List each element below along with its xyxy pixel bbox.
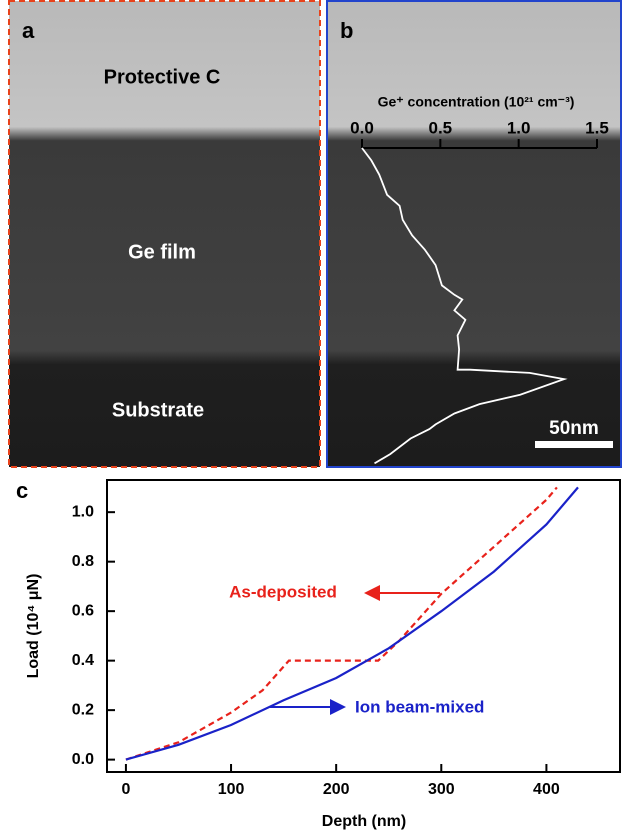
x-tick-label: 300 <box>428 781 455 798</box>
panel-label: a <box>22 18 35 43</box>
x-tick-label: 1.5 <box>585 118 609 137</box>
y-tick-label: 0.2 <box>72 701 94 718</box>
x-tick-label: 1.0 <box>507 118 531 137</box>
series-label: Ion beam-mixed <box>355 697 484 716</box>
y-tick-label: 0.8 <box>72 553 94 570</box>
data-line <box>126 487 557 759</box>
panel-label: c <box>16 478 28 503</box>
y-tick-label: 0.0 <box>72 751 94 768</box>
layer-label: Protective C <box>104 66 221 88</box>
tem-image-b <box>327 1 621 467</box>
figure: a Protective C Ge film Substrate b 50nm … <box>0 0 623 835</box>
x-tick-label: 200 <box>323 781 350 798</box>
y-tick-label: 1.0 <box>72 503 94 520</box>
x-tick-label: 400 <box>533 781 560 798</box>
x-tick-label: 100 <box>218 781 245 798</box>
axis-title: Depth (nm) <box>322 813 406 830</box>
x-tick-label: 0.0 <box>350 118 374 137</box>
axis-title: Load (10⁴ μN) <box>25 574 42 679</box>
axis-title: Ge⁺ concentration (10²¹ cm⁻³) <box>378 94 575 110</box>
x-tick-label: 0.5 <box>429 118 453 137</box>
data-line <box>126 487 578 759</box>
y-tick-label: 0.4 <box>72 652 94 669</box>
x-tick-label: 0 <box>121 781 130 798</box>
page: {"panels": { "a": {"label": "a", "layers… <box>0 0 623 835</box>
layer-label: Ge film <box>128 241 196 263</box>
y-tick-label: 0.6 <box>72 602 94 619</box>
layer-label: Substrate <box>112 399 204 421</box>
plot-frame <box>107 480 620 772</box>
series-label: As-deposited <box>229 582 337 601</box>
scale-bar-label: 50nm <box>549 418 599 439</box>
scale-bar <box>535 441 613 448</box>
panel-label: b <box>340 18 353 43</box>
